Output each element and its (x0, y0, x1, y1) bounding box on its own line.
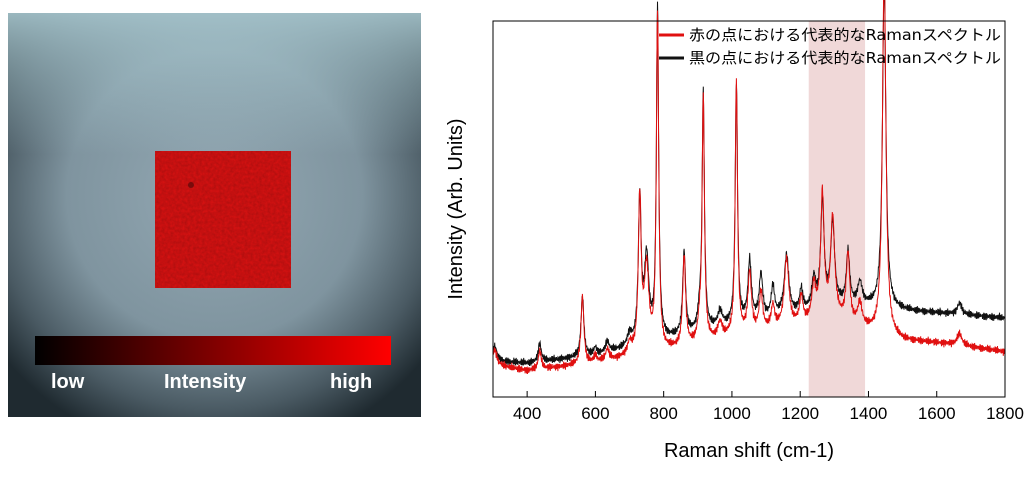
dark-spot (188, 182, 194, 188)
colorbar (35, 336, 391, 365)
chart-svg: 400 600 800 1000 1200 1400 1600 1800 赤の点における代表的… (445, 0, 1024, 462)
x-tick-label: 1400 (850, 404, 888, 423)
map-image (8, 13, 421, 417)
x-tick-label: 800 (649, 404, 677, 423)
series-line-2 (492, 0, 1006, 367)
x-tick-label: 600 (581, 404, 609, 423)
x-axis-title: Raman shift (cm-1) (664, 440, 834, 462)
highlight-band (808, 21, 866, 397)
colorbar-high-label: high (330, 371, 373, 393)
plot-frame (492, 20, 1006, 398)
x-axis-ticks: 400 600 800 1000 1200 1400 1600 1800 (513, 391, 1024, 423)
x-tick-label: 1600 (918, 404, 956, 423)
red-region-texture (155, 151, 291, 288)
legend-label-2: 黒の点における代表的なRamanスペクトル (689, 49, 1001, 67)
x-tick-label: 400 (513, 404, 541, 423)
y-axis-title: Intensity (Arb. Units) (445, 118, 467, 299)
x-tick-label: 1000 (713, 404, 751, 423)
raman-intensity-map: low Intensity high (8, 13, 421, 417)
series-layer (492, 0, 1006, 375)
x-tick-label: 1200 (781, 404, 819, 423)
raman-spectrum-chart: 400 600 800 1000 1200 1400 1600 1800 赤の点における代表的… (430, 0, 1030, 477)
series-line-1 (492, 0, 1006, 375)
colorbar-low-label: low (51, 371, 85, 393)
legend-label-1: 赤の点における代表的なRamanスペクトル (689, 26, 1001, 44)
colorbar-title: Intensity (164, 371, 247, 393)
legend: 赤の点における代表的なRamanスペクトル黒の点における代表的なRamanスペク… (659, 26, 1001, 67)
x-tick-label: 1800 (986, 404, 1024, 423)
